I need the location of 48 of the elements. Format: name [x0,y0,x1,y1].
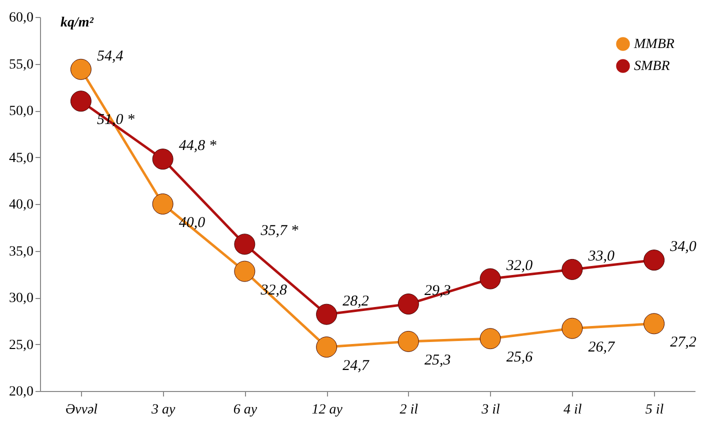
y-tick-label: 45,0 [9,150,34,166]
y-tick-label: 35,0 [9,244,34,260]
y-tick-label: 50,0 [9,104,34,119]
data-label: 35,7 * [260,223,299,240]
legend-label: SMBR [634,59,670,74]
x-tick-label: 6 ay [233,402,258,418]
point [398,294,419,315]
y-tick-label: 60,0 [9,10,34,26]
point [562,318,583,339]
y-tick-label: 40,0 [9,198,34,212]
data-label: 54,4 [96,48,124,64]
x-tick-label: 12 ay [312,402,344,418]
y-tick-label: 55,0 [9,57,34,72]
point [644,313,665,334]
x-tick-label: 3 il [480,402,500,418]
y-tick-label: 30,0 [9,291,34,306]
data-label: 27,2 [670,334,697,351]
x-tick-label: 4 il [564,402,582,418]
point [562,258,583,280]
y-tick-label: 25,0 [9,338,34,353]
y-tick-label: 20,0 [9,384,34,400]
x-tick-label: 3 ay [150,402,176,418]
y-axis-title: kq/m² [60,16,94,30]
point [398,330,419,352]
data-label: 33,0 [587,248,615,264]
point [644,250,665,271]
x-tick-label: 5 il [645,402,664,418]
point [480,268,501,290]
x-tick-label: 2 il [400,402,418,418]
point [152,194,174,214]
legend-label: MMBR [633,37,675,52]
data-label: 25,3 [424,352,451,368]
point [480,328,501,350]
point [70,90,92,112]
data-label: 32,0 [505,258,534,274]
point [70,58,92,80]
point [234,260,256,282]
data-label: 34,0 [669,239,697,256]
data-label: 24,7 [342,358,370,374]
point [316,336,338,358]
point [152,148,174,170]
x-tick-label: Əvvəl [65,402,98,418]
data-label: 26,7 [588,339,616,356]
data-label: 25,6 [506,350,534,366]
point [234,234,256,255]
data-label: 44,8 * [178,138,217,154]
data-label: 28,2 [342,293,370,310]
point [316,304,338,325]
